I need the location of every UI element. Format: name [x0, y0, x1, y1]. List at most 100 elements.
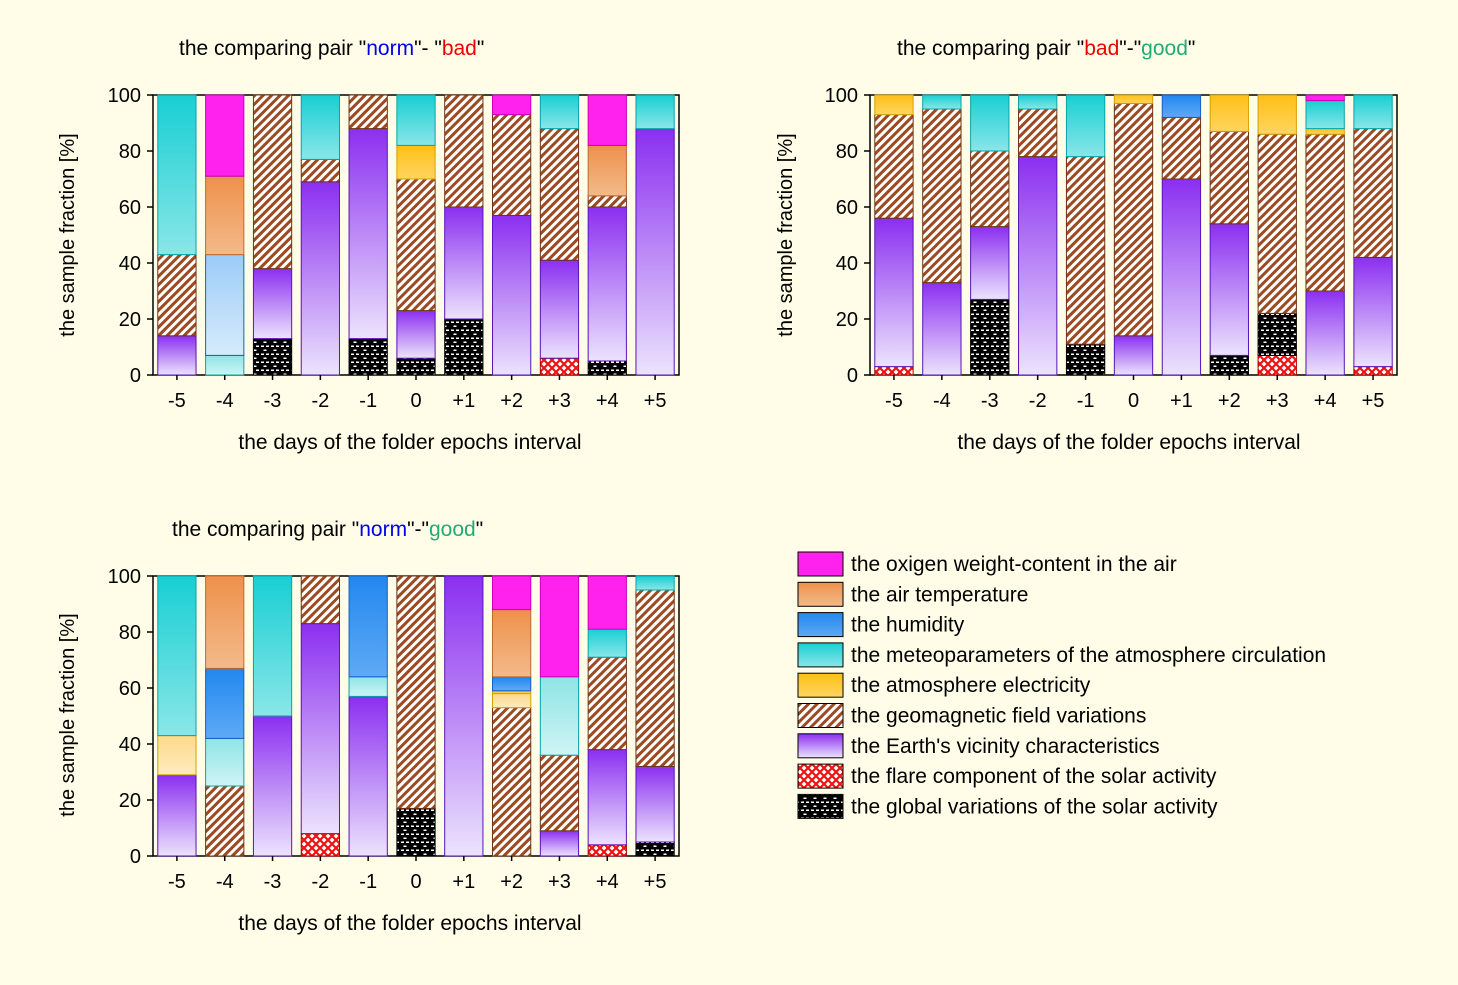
bar-segment-meteo [635, 94, 675, 130]
bar-segment-temperature [587, 144, 627, 197]
bar-segment-vicinity [874, 217, 914, 368]
x-tick-label: +4 [1314, 390, 1337, 412]
bar-segment-oxygen [587, 575, 627, 630]
bar-segment-vicinity [300, 623, 340, 835]
bar-segment-humidity [348, 575, 388, 678]
bar-segment-oxygen [492, 575, 532, 611]
legend-swatch [797, 793, 844, 819]
bar-segment-vicinity [348, 128, 388, 340]
x-axis-label: the days of the folder epochs interval [957, 431, 1300, 454]
chart-2: the comparing pair "bad"-"good" 0 20 40 60 80… [775, 37, 1398, 454]
bar-segment-oxygen [205, 94, 245, 177]
bar--4 [205, 575, 245, 857]
legend-label: the flare component of the solar activit… [851, 765, 1217, 788]
x-tick-label: +2 [500, 871, 523, 893]
y-tick-label: 80 [119, 141, 141, 163]
bar-segment-humidity [205, 254, 245, 356]
bar-segment-humidity [1161, 94, 1202, 118]
bar-segment-vicinity [252, 715, 293, 857]
bar--3 [970, 94, 1010, 376]
x-tick-label: +5 [1362, 390, 1385, 412]
bar-segment-flare [1353, 366, 1393, 376]
chart-title-part: the comparing pair " [172, 518, 359, 541]
bar-segment-electricity [1257, 94, 1297, 135]
x-tick-label: +5 [644, 871, 667, 893]
bar-segment-vicinity [444, 206, 484, 320]
x-tick-label: -4 [216, 871, 234, 893]
legend-item-electricity: the atmosphere electricity [797, 672, 1091, 698]
legend: the oxigen weight-content in the air the … [797, 551, 1326, 819]
legend-item-oxygen: the oxigen weight-content in the air [797, 551, 1177, 577]
bar-segment-oxygen [1305, 94, 1345, 102]
bar-segment-geomagnetic [1065, 156, 1106, 345]
chart-title-part: norm [359, 518, 407, 541]
bar-segment-electricity [1305, 128, 1345, 135]
x-tick-label: +2 [500, 390, 523, 412]
bar-segment-vicinity [922, 282, 962, 376]
bar-segment-global [1065, 343, 1106, 376]
bar-segment-geomagnetic [300, 158, 340, 183]
bar-segment-geomagnetic [1113, 102, 1154, 337]
bar-segment-meteo [1018, 94, 1058, 110]
legend-swatch [797, 612, 844, 638]
legend-item-global: the global variations of the solar activ… [797, 793, 1218, 819]
bar-segment-geomagnetic [970, 150, 1010, 228]
x-tick-label: -5 [168, 390, 186, 412]
bar-0 [396, 94, 436, 376]
chart-title-part: bad [1084, 37, 1119, 60]
bar-segment-flare [300, 833, 340, 857]
legend-label: the geomagnetic field variations [851, 705, 1146, 728]
bar-segment-geomagnetic [1209, 130, 1249, 225]
chart-title-part: bad [442, 37, 477, 60]
bar-segment-geomagnetic [348, 94, 388, 130]
bar-segment-meteo [970, 94, 1010, 152]
y-tick-label: 40 [836, 253, 858, 275]
bar-segment-global [1257, 312, 1297, 356]
bar-segment-vicinity [1018, 156, 1058, 376]
y-tick-label: 100 [108, 85, 141, 107]
legend-label: the air temperature [851, 583, 1028, 606]
legend-swatch [797, 672, 844, 698]
bar-segment-global [396, 357, 436, 376]
bar-segment-geomagnetic [205, 785, 245, 857]
y-tick-label: 0 [130, 846, 141, 868]
bar--5 [157, 94, 197, 376]
x-tick-label: 0 [410, 871, 421, 893]
bar-segment-meteo [396, 94, 436, 146]
legend-item-geomagnetic: the geomagnetic field variations [797, 703, 1146, 728]
x-axis-label: the days of the folder epochs interval [238, 431, 581, 454]
bar-segment-geomagnetic [539, 128, 580, 261]
bar-segment-meteo [587, 628, 627, 658]
y-tick-label: 60 [119, 197, 141, 219]
bar-segment-vicinity [539, 830, 580, 857]
legend-item-temperature: the air temperature [797, 581, 1028, 607]
x-tick-label: -1 [359, 871, 377, 893]
bar-segment-flare [587, 844, 627, 857]
bar-+3 [1257, 94, 1297, 376]
x-tick-label: 0 [1128, 390, 1139, 412]
chart-3: the comparing pair "norm"-"good" 0 20 40 60 8… [57, 518, 680, 935]
x-tick-label: -3 [264, 871, 282, 893]
bar-segment-global [1209, 354, 1249, 376]
legend-label: the global variations of the solar activ… [851, 795, 1218, 818]
x-tick-label: -2 [311, 871, 329, 893]
bar-+2 [492, 94, 532, 376]
bar-segment-vicinity [635, 765, 675, 843]
bar-segment-flare [539, 357, 580, 376]
y-tick-label: 40 [119, 734, 141, 756]
bar--5 [157, 575, 197, 857]
bar-segment-vicinity [587, 749, 627, 846]
bar-segment-meteo [252, 575, 293, 717]
y-axis-label: the sample fraction [%] [57, 133, 79, 336]
y-tick-label: 0 [130, 365, 141, 387]
bar-+3 [539, 575, 580, 857]
x-tick-label: +3 [1266, 390, 1289, 412]
bar-segment-vicinity [157, 335, 197, 376]
x-tick-label: -3 [264, 390, 282, 412]
bar-segment-geomagnetic [396, 575, 436, 809]
chart-title-part: good [1141, 37, 1188, 60]
bar-segment-vicinity [444, 575, 484, 857]
x-tick-label: -4 [216, 390, 234, 412]
bar-segment-global [970, 298, 1010, 376]
bar-segment-electricity [157, 735, 197, 776]
